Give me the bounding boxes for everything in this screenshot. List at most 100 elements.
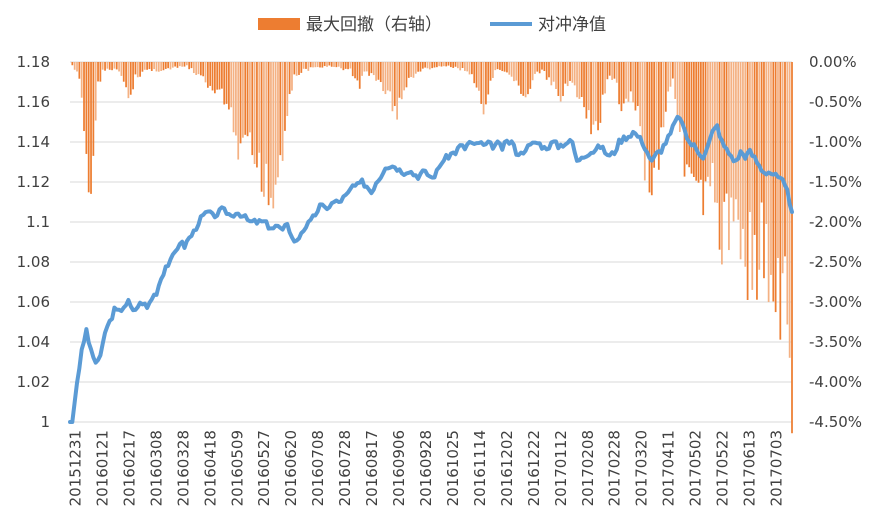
drawdown-bar: [751, 62, 754, 290]
drawdown-bar: [106, 62, 109, 69]
drawdown-bar: [732, 62, 735, 222]
drawdown-bar: [160, 62, 162, 71]
drawdown-bar: [223, 62, 226, 105]
drawdown-bar: [459, 62, 462, 71]
drawdown-bar: [557, 62, 560, 96]
drawdown-bar: [426, 62, 429, 69]
drawdown-bar: [267, 62, 270, 206]
drawdown-bar: [555, 62, 557, 90]
drawdown-bar: [76, 62, 78, 72]
drawdown-bar: [779, 62, 782, 340]
drawdown-bar: [541, 62, 543, 70]
right-axis-ticks: 0.00% -0.50% -1.00% -1.50% -2.00% -2.50% -3.00…: [809, 53, 862, 431]
drawdown-bar: [508, 62, 511, 75]
drawdown-bar: [225, 62, 228, 104]
drawdown-bar: [767, 62, 770, 303]
drawdown-bar: [398, 62, 401, 98]
x-tick-label: 20160906: [390, 430, 408, 506]
drawdown-bar: [746, 62, 749, 300]
drawdown-bar: [174, 62, 177, 67]
drawdown-bar: [510, 62, 513, 77]
drawdown-bar: [774, 62, 777, 313]
drawdown-bar: [281, 62, 284, 161]
drawdown-bar: [791, 62, 793, 434]
drawdown-bar: [756, 62, 758, 300]
drawdown-bar: [405, 62, 408, 88]
left-tick-label: 1.1: [26, 213, 50, 231]
x-tick-label: 20160509: [228, 430, 246, 506]
drawdown-bar: [489, 62, 492, 81]
drawdown-bar: [428, 62, 431, 70]
drawdown-bar: [573, 62, 576, 86]
drawdown-bar: [337, 62, 340, 67]
drawdown-bar: [176, 62, 179, 68]
drawdown-bar: [487, 62, 490, 95]
drawdown-bar: [335, 62, 338, 68]
drawdown-bar: [101, 62, 104, 70]
drawdown-bar: [237, 62, 240, 160]
right-tick-label: -3.50%: [809, 333, 862, 351]
left-tick-label: 1: [40, 413, 50, 431]
drawdown-bar: [417, 62, 420, 72]
x-tick-label: 20160217: [120, 430, 138, 506]
drawdown-bar: [78, 62, 81, 79]
x-tick-label: 20160620: [282, 430, 300, 506]
drawdown-bar: [692, 62, 695, 178]
drawdown-bar: [351, 62, 354, 77]
x-tick-label: 20160817: [363, 430, 381, 506]
drawdown-bar: [185, 62, 188, 66]
drawdown-bar: [167, 62, 170, 69]
legend-bar-swatch: [258, 18, 300, 30]
drawdown-bar: [496, 62, 499, 70]
drawdown-bar: [695, 62, 698, 181]
drawdown-bar: [118, 62, 120, 72]
drawdown-bar: [300, 62, 303, 73]
right-tick-label: -4.50%: [809, 413, 862, 431]
drawdown-bar: [478, 62, 480, 91]
left-tick-label: 1.14: [17, 133, 50, 151]
left-tick-label: 1.06: [17, 293, 50, 311]
drawdown-bar: [235, 62, 237, 136]
drawdown-bar: [277, 62, 279, 178]
drawdown-bar: [744, 62, 747, 267]
drawdown-bar: [442, 62, 445, 67]
drawdown-bar: [723, 62, 726, 202]
drawdown-bar: [485, 62, 487, 105]
drawdown-bar: [613, 62, 616, 79]
drawdown-bar: [627, 62, 630, 102]
drawdown-bar: [660, 62, 663, 128]
left-tick-label: 1.04: [17, 333, 50, 351]
drawdown-bar: [440, 62, 443, 67]
drawdown-bar: [302, 62, 305, 69]
drawdown-bar: [414, 62, 417, 74]
drawdown-bar: [90, 62, 92, 194]
drawdown-bar: [258, 62, 261, 153]
drawdown-bar: [410, 62, 413, 78]
drawdown-bar: [143, 62, 146, 70]
x-tick-label: 20151231: [67, 430, 85, 506]
drawdown-bar: [615, 62, 618, 83]
drawdown-bar: [749, 62, 751, 213]
x-tick-label: 20161222: [525, 430, 543, 506]
drawdown-bar: [232, 62, 235, 133]
drawdown-bar: [372, 62, 375, 76]
drawdown-bar: [513, 62, 515, 82]
drawdown-bar: [433, 62, 436, 68]
left-axis-ticks: 1 1.02 1.04 1.06 1.08 1.1 1.12 1.14 1.16 1.18: [17, 53, 50, 431]
drawdown-bar: [270, 62, 272, 198]
drawdown-bar: [471, 62, 473, 75]
drawdown-bar: [178, 62, 181, 67]
drawdown-bar: [683, 62, 686, 177]
drawdown-bar: [316, 62, 319, 68]
x-tick-label: 20161025: [444, 430, 462, 506]
drawdown-bar: [370, 62, 373, 74]
drawdown-bar: [711, 62, 714, 164]
drawdown-bar: [424, 62, 427, 68]
left-tick-label: 1.08: [17, 253, 50, 271]
left-tick-label: 1.12: [17, 173, 50, 191]
drawdown-bar: [92, 62, 95, 156]
drawdown-bar: [709, 62, 712, 187]
drawdown-bar: [503, 62, 506, 72]
drawdown-bar: [671, 62, 674, 79]
left-tick-label: 1.02: [17, 373, 50, 391]
